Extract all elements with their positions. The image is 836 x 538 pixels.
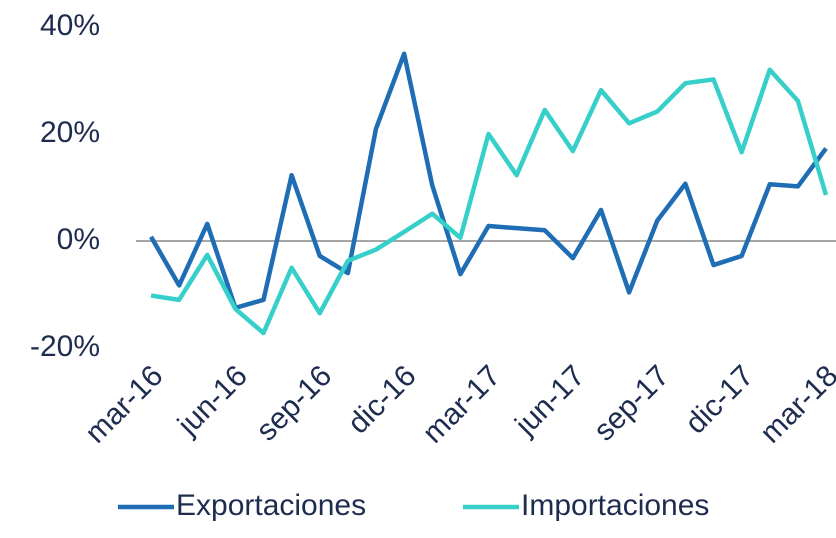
x-tick-label: sep-17 (588, 359, 676, 447)
y-tick-label: 0% (57, 223, 100, 256)
y-tick-label: 20% (40, 116, 100, 149)
x-tick-label: sep-16 (250, 359, 338, 447)
series-line (149, 51, 828, 311)
series-line (150, 67, 829, 336)
x-tick-label: dic-17 (679, 359, 760, 440)
y-tick-label: 40% (40, 9, 100, 42)
x-tick-label: jun-17 (508, 359, 591, 442)
x-tick-label: dic-16 (342, 359, 423, 440)
x-tick-label: jun-16 (171, 359, 254, 442)
x-tick-label: mar-18 (754, 359, 836, 450)
legend-label: Exportaciones (176, 489, 366, 522)
x-tick-label: mar-17 (417, 359, 508, 450)
x-tick-label: mar-16 (79, 359, 170, 450)
y-tick-label: -20% (30, 330, 100, 363)
legend-label: Importaciones (521, 489, 709, 522)
